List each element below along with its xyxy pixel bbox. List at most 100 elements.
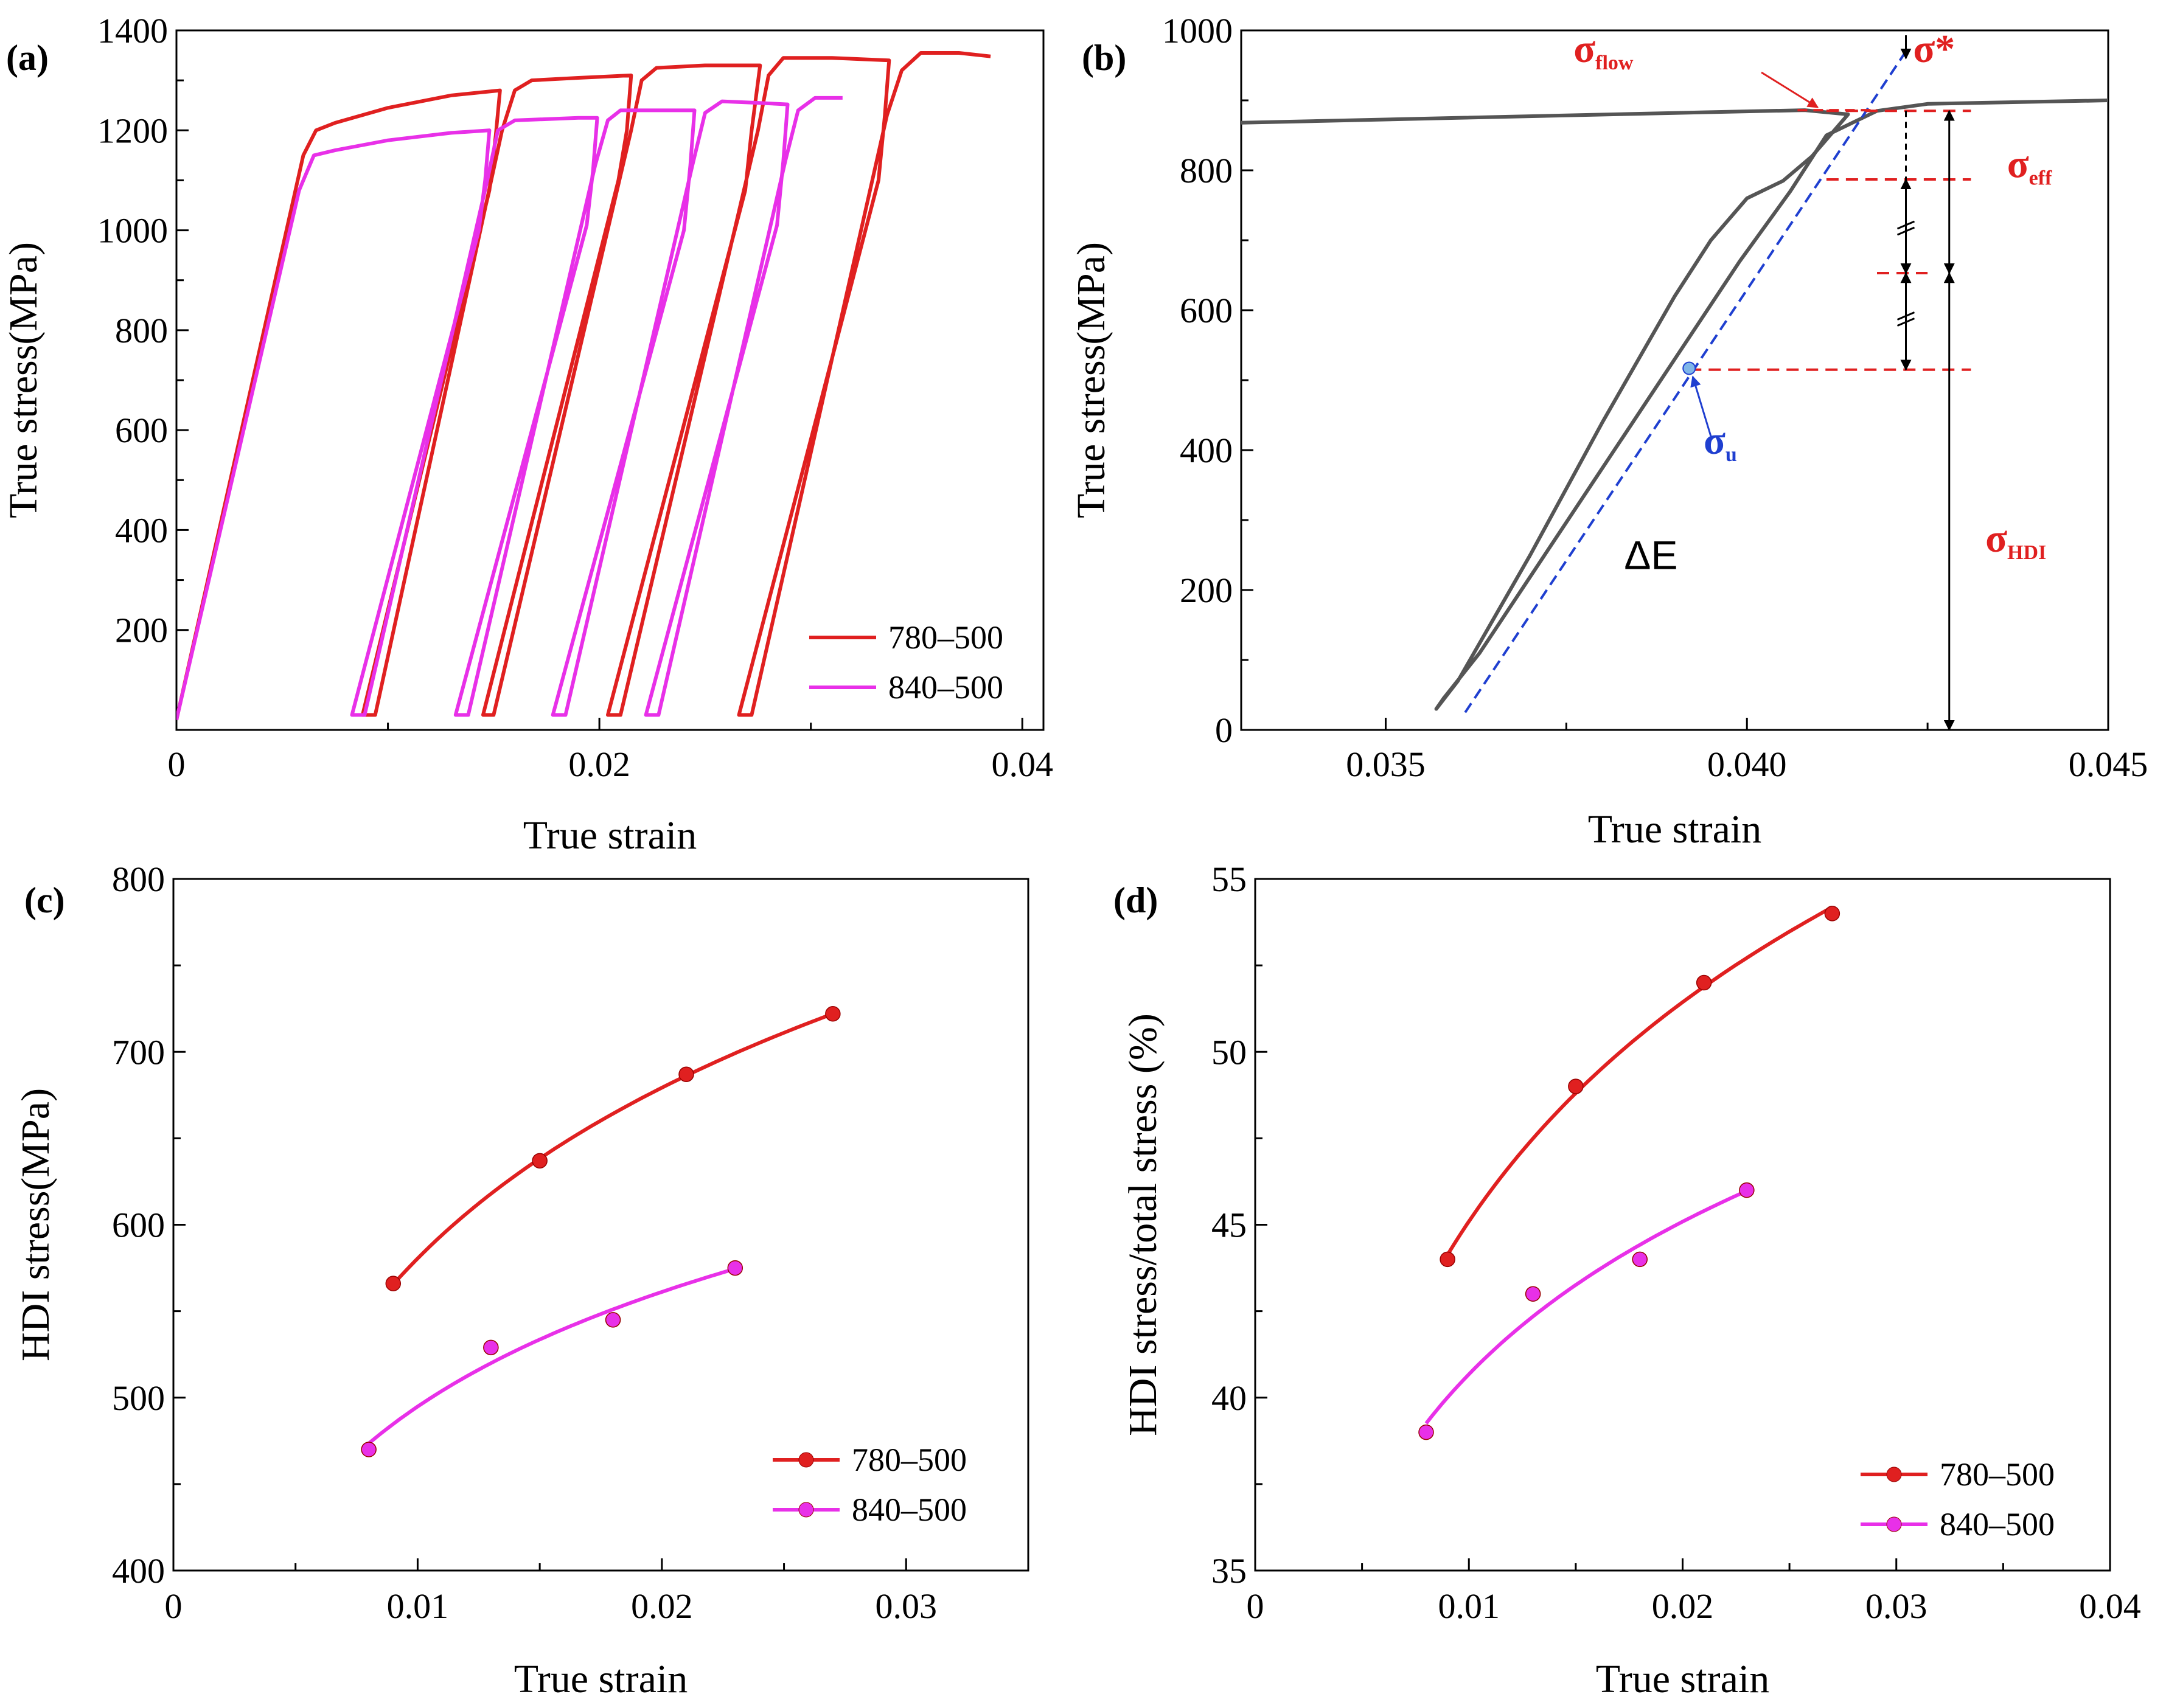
series-line-2 xyxy=(176,95,843,721)
y-tick-label: 45 xyxy=(1211,1206,1247,1245)
legend-label-1: 780–500 xyxy=(888,619,1003,656)
legend-marker-1 xyxy=(798,1452,814,1468)
y-tick-label: 400 xyxy=(115,510,168,550)
label-sigma-u: σu xyxy=(1704,418,1737,466)
panel-label: (b) xyxy=(1082,38,1126,78)
y-tick-label: 200 xyxy=(115,611,168,650)
label-sigma-flow: σflow xyxy=(1573,27,1634,74)
point-u xyxy=(1682,361,1696,375)
break-mark-1a xyxy=(1896,220,1915,230)
y-axis-title: True stress(MPa) xyxy=(1069,242,1113,518)
label-sigma-hdi: σHDI xyxy=(1985,516,2046,564)
hysteresis-loop xyxy=(1241,99,2108,711)
y-tick-label: 40 xyxy=(1211,1378,1247,1418)
panel-a: 0 0.02 0.04 200 400 600 800 1000 1200 1400 True st… xyxy=(1,11,1053,858)
x-tick-label: 0.04 xyxy=(2079,1586,2141,1626)
y-tick-label: 800 xyxy=(1180,151,1233,190)
y-tick-label: 1200 xyxy=(97,111,168,150)
x-tick-label: 0.03 xyxy=(876,1586,938,1626)
series-line-1 xyxy=(176,51,991,721)
legend-marker-2 xyxy=(1886,1516,1902,1532)
data-point-1-3 xyxy=(678,1066,694,1082)
data-point-2-3 xyxy=(605,1312,621,1328)
x-axis-title: True strain xyxy=(523,813,697,858)
legend-label-2: 840–500 xyxy=(1940,1506,2055,1543)
fit-curve-2 xyxy=(367,1267,736,1445)
legend-marker-1 xyxy=(1886,1467,1902,1482)
break-mark-2a xyxy=(1896,311,1915,321)
legend-label-2: 840–500 xyxy=(852,1491,967,1528)
y-tick-label: 50 xyxy=(1211,1032,1247,1072)
legend-label-1: 780–500 xyxy=(1940,1456,2055,1493)
data-point-1-3 xyxy=(1696,974,1712,991)
data-point-1-2 xyxy=(532,1153,548,1169)
x-tick-label: 0 xyxy=(1247,1586,1264,1626)
x-axis-title: True strain xyxy=(1588,807,1761,852)
data-point-2-4 xyxy=(1739,1182,1755,1198)
x-axis-title: True strain xyxy=(514,1657,688,1701)
data-point-1-1 xyxy=(385,1276,402,1291)
x-tick-label: 0 xyxy=(165,1586,183,1626)
plot-frame xyxy=(1240,29,2109,731)
y-tick-label: 55 xyxy=(1211,859,1247,899)
y-axis-title: True stress(MPa) xyxy=(1,242,46,518)
fit-curve-1 xyxy=(392,1012,834,1286)
flow-arrow xyxy=(1761,71,1819,108)
data-point-2-2 xyxy=(1525,1286,1541,1302)
y-tick-label: 400 xyxy=(112,1551,165,1591)
x-tick-label: 0.040 xyxy=(1707,745,1787,784)
legend-label-2: 840–500 xyxy=(888,669,1003,706)
y-tick-label: 800 xyxy=(115,311,168,350)
y-tick-label: 1000 xyxy=(97,211,168,251)
x-tick-label: 0.045 xyxy=(2069,745,2148,784)
data-point-1-4 xyxy=(1824,906,1840,922)
data-point-2-2 xyxy=(483,1339,499,1356)
y-tick-label: 600 xyxy=(112,1206,165,1245)
x-tick-label: 0.03 xyxy=(1865,1586,1927,1626)
fit-curve-2 xyxy=(1424,1189,1748,1425)
x-tick-label: 0.02 xyxy=(1652,1586,1714,1626)
y-tick-label: 800 xyxy=(112,859,165,899)
panel-c: 0 0.01 0.02 0.03 400 500 600 700 800 True strain H… xyxy=(13,859,1029,1701)
y-tick-label: 0 xyxy=(1215,710,1233,750)
x-axis-title: True strain xyxy=(1596,1657,1769,1701)
y-tick-label: 500 xyxy=(112,1378,165,1418)
y-tick-label: 600 xyxy=(115,411,168,450)
y-tick-label: 700 xyxy=(112,1032,165,1072)
data-point-2-3 xyxy=(1632,1251,1648,1268)
x-tick-label: 0.01 xyxy=(1438,1586,1500,1626)
data-point-2-1 xyxy=(1418,1424,1434,1440)
legend-label-1: 780–500 xyxy=(852,1442,967,1478)
label-sigma-star: σ* xyxy=(1913,27,1955,71)
y-axis-title: HDI stress(MPa) xyxy=(13,1088,58,1361)
x-tick-label: 0.01 xyxy=(387,1586,449,1626)
fit-curve-1 xyxy=(1446,905,1833,1256)
data-point-2-1 xyxy=(361,1442,377,1457)
x-tick-label: 0.02 xyxy=(631,1586,693,1626)
legend-marker-2 xyxy=(798,1502,814,1518)
tangent-line xyxy=(1464,50,1907,713)
break-mark-1b xyxy=(1896,226,1915,236)
panel-label: (a) xyxy=(6,38,49,78)
series-group xyxy=(176,51,991,721)
y-tick-label: 200 xyxy=(1180,571,1233,610)
panel-b: 0.035 0.040 0.045 0 200 400 600 800 1000 True str… xyxy=(1069,11,2148,852)
label-delta-e: ΔE xyxy=(1624,533,1677,578)
label-sigma-eff: σeff xyxy=(2007,142,2052,190)
y-tick-label: 400 xyxy=(1180,431,1233,470)
data-point-1-1 xyxy=(1440,1251,1455,1268)
y-tick-label: 1400 xyxy=(97,11,168,50)
panel-label: (d) xyxy=(1113,880,1158,920)
panel-label: (c) xyxy=(24,880,65,920)
data-point-1-2 xyxy=(1568,1078,1584,1094)
data-point-2-4 xyxy=(727,1260,743,1276)
panel-d: 0 0.01 0.02 0.03 0.04 35 40 45 50 55 True strain HD… xyxy=(1113,859,2141,1701)
y-tick-label: 1000 xyxy=(1162,11,1233,50)
y-axis-title: HDI stress/total stress (%) xyxy=(1121,1013,1165,1436)
y-tick-label: 35 xyxy=(1211,1551,1247,1591)
x-tick-label: 0.04 xyxy=(991,745,1053,784)
x-tick-label: 0.02 xyxy=(568,745,630,784)
x-tick-label: 0 xyxy=(168,745,186,784)
y-tick-label: 600 xyxy=(1180,291,1233,330)
